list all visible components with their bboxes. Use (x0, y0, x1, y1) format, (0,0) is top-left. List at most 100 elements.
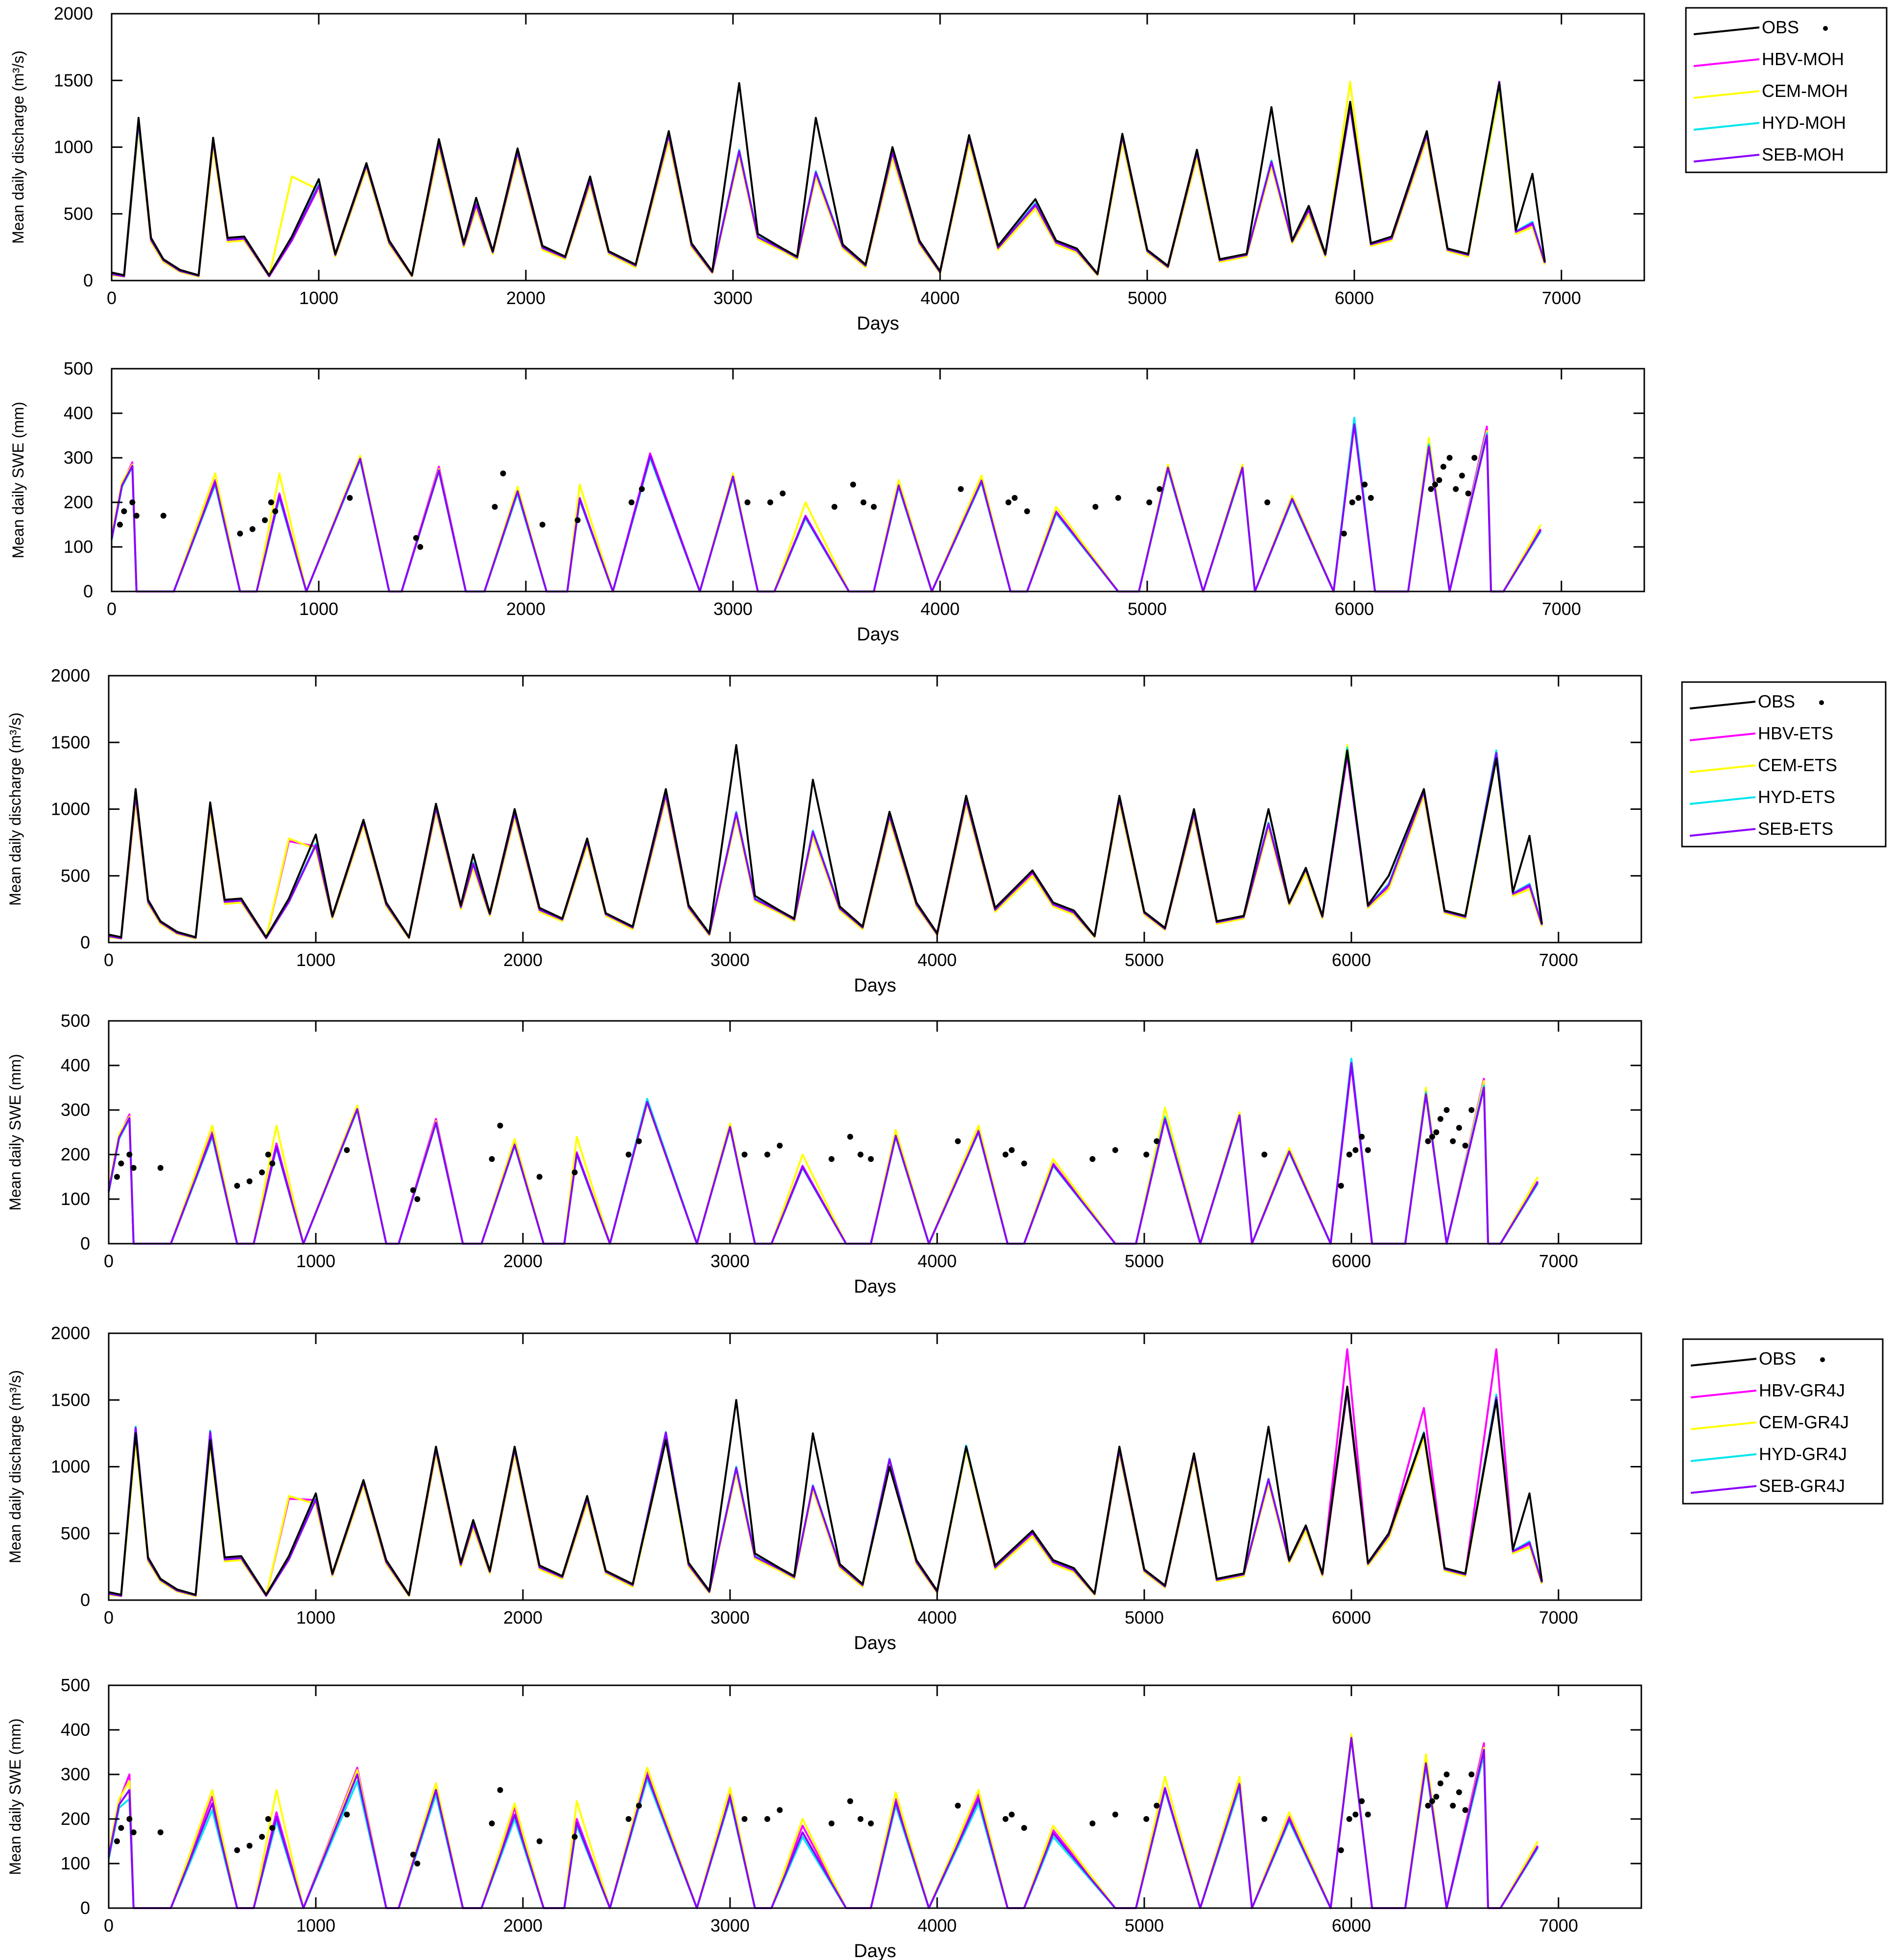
obs-marker (1433, 1129, 1440, 1135)
obs-marker (764, 1152, 771, 1157)
legend: OBS HBV-MOH CEM-MOH HYD-MOH SEB-MOH (1685, 7, 1888, 173)
x-tick-label: 6000 (1332, 1607, 1371, 1628)
x-tick-label: 7000 (1542, 288, 1581, 308)
obs-marker (130, 1165, 137, 1171)
obs-marker (414, 1196, 421, 1202)
obs-marker (860, 499, 867, 505)
legend-label: CEM-MOH (1762, 81, 1848, 101)
legend-label: SEB-GR4J (1759, 1476, 1845, 1496)
obs-marker (133, 513, 140, 519)
series-line-hyd (111, 417, 1542, 592)
y-tick-label: 1000 (51, 799, 90, 819)
legend-label: HBV-ETS (1758, 723, 1833, 743)
obs-marker (1440, 464, 1446, 470)
y-tick-label: 1500 (54, 70, 93, 90)
x-axis-label: Days (854, 1276, 897, 1297)
x-tick-label: 5000 (1125, 950, 1164, 970)
obs-marker (126, 1152, 133, 1157)
x-tick-label: 5000 (1125, 1915, 1164, 1936)
obs-marker (1024, 508, 1030, 515)
obs-marker (1009, 1811, 1015, 1818)
x-tick-label: 1000 (296, 1607, 335, 1628)
x-tick-label: 4000 (921, 599, 960, 619)
obs-marker (489, 1820, 495, 1827)
obs-marker (121, 508, 127, 515)
x-axis-label: Days (857, 624, 900, 645)
x-tick-label: 1000 (296, 1915, 335, 1936)
obs-marker (958, 486, 964, 492)
obs-marker (1444, 1107, 1450, 1113)
obs-marker (1092, 504, 1099, 510)
y-tick-label: 1500 (51, 1390, 90, 1410)
x-tick-label: 6000 (1332, 1251, 1371, 1271)
x-tick-label: 7000 (1539, 1251, 1578, 1271)
x-tick-label: 5000 (1125, 1251, 1164, 1271)
series-line-cem (108, 744, 1543, 940)
y-tick-label: 400 (64, 403, 93, 423)
y-tick-label: 0 (80, 1590, 90, 1610)
obs-marker (536, 1838, 543, 1844)
legend-box (1682, 1338, 1884, 1505)
obs-marker (1471, 455, 1478, 461)
x-tick-label: 3000 (710, 1915, 750, 1936)
obs-marker (1352, 1811, 1359, 1818)
y-tick-label: 300 (61, 1764, 90, 1784)
legend-swatch-hbv (1689, 732, 1756, 741)
x-tick-label: 4000 (918, 950, 957, 970)
x-tick-label: 6000 (1332, 950, 1371, 970)
obs-marker (571, 1834, 578, 1840)
legend-swatch-seb (1689, 828, 1756, 837)
series-line-hbv (111, 86, 1546, 278)
series-line-cem (108, 1391, 1543, 1597)
x-tick-label: 7000 (1539, 1915, 1578, 1936)
x-axis-label: Days (857, 313, 900, 334)
obs-marker (1012, 495, 1018, 501)
obs-marker (1437, 1780, 1444, 1787)
x-tick-label: 1000 (296, 1251, 335, 1271)
obs-marker (955, 1138, 961, 1144)
legend-label: OBS (1759, 1348, 1796, 1369)
obs-marker (1154, 1138, 1160, 1144)
plot-frame (108, 1020, 1642, 1245)
x-tick-label: 1000 (296, 950, 335, 970)
x-tick-label: 5000 (1128, 288, 1167, 308)
obs-marker (955, 1802, 961, 1809)
x-axis-label: Days (854, 975, 897, 996)
legend-swatch-obs (1690, 1358, 1757, 1367)
chart-panel-4: 0 1000 2000 3000 4000 5000 6000 7000 0 100 200 300 4… (6, 1011, 1642, 1297)
y-axis-label: Mean daily SWE (mm) (6, 1718, 24, 1875)
obs-marker (1341, 530, 1347, 537)
obs-marker (1462, 1142, 1468, 1149)
series-line-seb (108, 1062, 1539, 1245)
y-tick-label: 1500 (51, 732, 90, 752)
obs-marker (1432, 481, 1438, 488)
obs-marker (1436, 477, 1443, 483)
y-tick-label: 500 (64, 204, 93, 224)
obs-marker (1143, 1152, 1150, 1157)
obs-marker (636, 1138, 642, 1144)
obs-marker (259, 1834, 265, 1840)
series-line-obs (108, 744, 1543, 939)
obs-marker (492, 504, 498, 510)
obs-marker (574, 517, 581, 523)
obs-marker (1425, 1802, 1431, 1809)
obs-marker (259, 1169, 265, 1176)
obs-marker (347, 495, 353, 501)
obs-marker (234, 1182, 240, 1189)
obs-marker (1261, 1152, 1268, 1157)
obs-marker (625, 1816, 632, 1822)
obs-marker (118, 1160, 124, 1167)
obs-marker (1368, 495, 1374, 501)
series-line-hbv (108, 1348, 1543, 1597)
y-tick-label: 500 (61, 1675, 90, 1695)
y-axis-label: Mean daily SWE (mm) (6, 1054, 24, 1210)
chart-panel-1: 0 1000 2000 3000 4000 5000 6000 7000 0 500 1000 150… (9, 3, 1888, 334)
obs-marker (741, 1816, 748, 1822)
obs-marker (871, 504, 877, 510)
obs-marker (1115, 495, 1121, 501)
legend-swatch-hbv (1693, 58, 1760, 67)
x-tick-label: 3000 (713, 288, 753, 308)
chart-panel-2: 0 1000 2000 3000 4000 5000 6000 7000 0 100 200 300 4… (9, 358, 1645, 645)
x-tick-label: 3000 (710, 1251, 750, 1271)
obs-marker (850, 481, 856, 488)
